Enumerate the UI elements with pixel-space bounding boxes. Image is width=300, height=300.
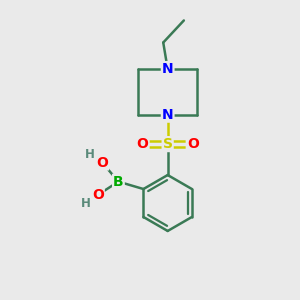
Text: B: B bbox=[113, 175, 124, 189]
Text: O: O bbox=[96, 155, 108, 170]
Text: H: H bbox=[85, 148, 95, 161]
Text: O: O bbox=[92, 188, 104, 202]
Text: O: O bbox=[187, 137, 199, 151]
Text: N: N bbox=[162, 62, 173, 76]
Text: O: O bbox=[137, 137, 148, 151]
Text: N: N bbox=[162, 108, 173, 122]
Text: H: H bbox=[80, 196, 90, 210]
Text: S: S bbox=[163, 137, 173, 151]
